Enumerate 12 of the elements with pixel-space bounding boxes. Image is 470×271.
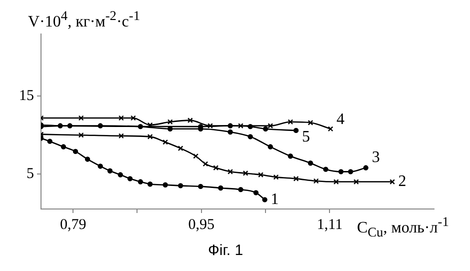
series-label: 5	[302, 128, 310, 146]
y-tick-label: 15	[19, 88, 34, 104]
y-axis-title: V·10$^{4}$, кг·м$^{-2}$·с$^{-1}$	[28, 8, 140, 32]
series-label: 3	[372, 148, 380, 166]
x-tick-label: 0,79	[60, 216, 86, 233]
series-label: 1	[270, 190, 279, 208]
series-label: 4	[336, 111, 345, 128]
series-label: 2	[398, 172, 406, 190]
x-axis-title: C$_{Cu}$, моль·л$^{-1}$	[353, 214, 449, 241]
x-tick-label: 0,95	[188, 216, 215, 233]
x-tick-label: 1,11	[316, 216, 343, 233]
text: Фіг. 1	[208, 242, 244, 259]
